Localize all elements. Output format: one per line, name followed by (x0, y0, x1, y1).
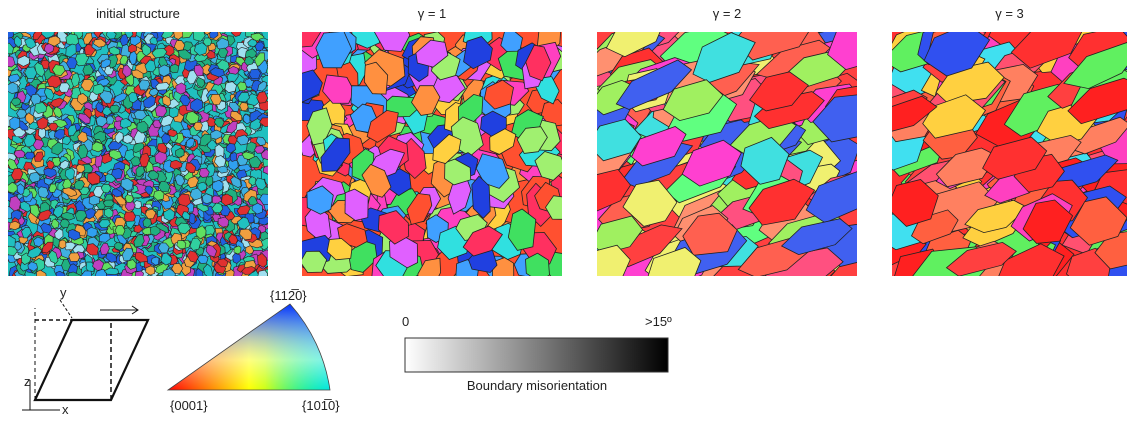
axis-label: y (60, 285, 67, 300)
grain (189, 213, 195, 224)
axis-label: z (24, 374, 31, 389)
grain (257, 270, 267, 282)
grain (59, 240, 66, 249)
axis-label: x (62, 402, 69, 417)
grain (10, 117, 20, 130)
grain (124, 212, 136, 222)
grain (69, 253, 80, 261)
grain (1, 56, 16, 67)
grain (572, 245, 630, 290)
grain (230, 152, 237, 161)
grain (240, 102, 249, 110)
ipf-label: {112̅0} (270, 288, 307, 303)
grain-map (854, 12, 1131, 298)
grain (103, 200, 114, 207)
ipf-triangle (168, 304, 330, 390)
grain (247, 142, 257, 153)
colorbar-label: >15º (645, 314, 672, 329)
grain (6, 82, 18, 93)
ipf-label: {0001} (170, 398, 208, 413)
colorbar-label: 0 (402, 314, 409, 329)
panel-title: γ = 1 (418, 6, 447, 21)
grain-map (565, 8, 890, 295)
grain (135, 271, 144, 280)
grain (59, 83, 70, 93)
grain-map (286, 15, 576, 291)
colorbar (405, 338, 668, 372)
panel-title: γ = 3 (995, 6, 1024, 21)
grain (249, 69, 260, 79)
grain (87, 227, 97, 237)
ipf-label: {101̅0} (302, 398, 340, 413)
grain-map (1, 26, 276, 283)
grain (202, 194, 212, 204)
shear-diagram (22, 300, 148, 410)
grain (25, 152, 35, 159)
maps (1, 8, 1131, 298)
grain (38, 187, 49, 199)
panel-title: γ = 2 (713, 6, 742, 21)
panel-title: initial structure (96, 6, 180, 21)
colorbar-title: Boundary misorientation (467, 378, 607, 393)
grain (125, 195, 133, 203)
